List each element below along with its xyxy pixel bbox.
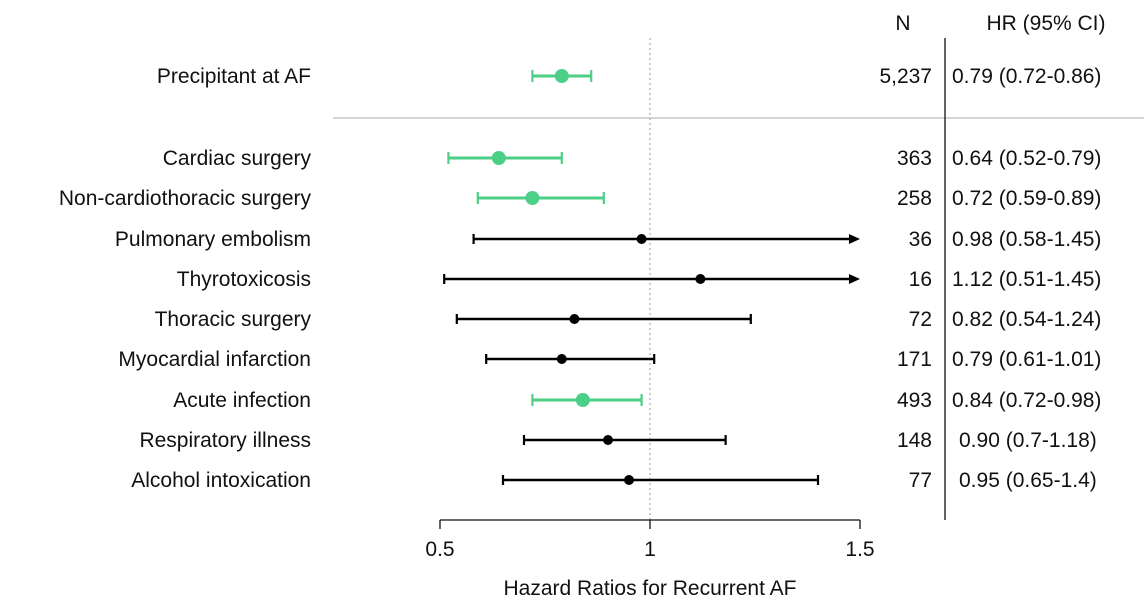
- ci-arrow-right: [849, 234, 860, 244]
- point-estimate: [554, 69, 569, 83]
- point-estimate: [556, 354, 567, 364]
- row-label: Precipitant at AF: [157, 65, 311, 88]
- hr-ci-value: 0.95 (0.65-1.4): [959, 469, 1097, 492]
- row-label: Thoracic surgery: [155, 308, 312, 331]
- n-value: 363: [897, 147, 932, 170]
- row-label: Cardiac surgery: [163, 147, 312, 170]
- forest-row: Thoracic surgery 72 0.82 (0.54-1.24): [155, 308, 1102, 331]
- row-label: Thyrotoxicosis: [177, 268, 311, 291]
- row-label: Respiratory illness: [139, 429, 311, 452]
- n-value: 493: [897, 389, 932, 412]
- hr-ci-value: 0.79 (0.61-1.01): [952, 348, 1101, 371]
- n-value: 5,237: [879, 65, 932, 88]
- point-estimate: [491, 151, 506, 165]
- point-estimate: [603, 435, 613, 445]
- n-value: 72: [909, 308, 932, 331]
- row-label: Myocardial infarction: [118, 348, 311, 371]
- n-value: 171: [897, 348, 932, 371]
- point-estimate: [624, 475, 634, 485]
- n-value: 258: [897, 187, 932, 210]
- forest-row: Alcohol intoxication 77 0.95 (0.65-1.4): [131, 469, 1097, 492]
- row-label: Pulmonary embolism: [115, 228, 311, 251]
- x-tick-label: 1: [644, 538, 656, 561]
- forest-row: Respiratory illness 148 0.90 (0.7-1.18): [139, 429, 1096, 452]
- forest-row: Thyrotoxicosis 16 1.12 (0.51-1.45): [177, 268, 1102, 291]
- point-estimate: [695, 274, 706, 284]
- x-tick-label: 0.5: [425, 538, 454, 561]
- hr-ci-value: 0.82 (0.54-1.24): [952, 308, 1101, 331]
- forest-row: Precipitant at AF 5,237 0.79 (0.72-0.86): [157, 65, 1102, 88]
- hr-ci-value: 0.98 (0.58-1.45): [952, 228, 1101, 251]
- n-value: 148: [897, 429, 932, 452]
- row-label: Alcohol intoxication: [131, 469, 311, 492]
- point-estimate: [575, 393, 590, 407]
- point-estimate: [636, 234, 647, 244]
- hr-ci-value: 0.84 (0.72-0.98): [952, 389, 1101, 412]
- row-label: Acute infection: [173, 389, 311, 412]
- hr-ci-value: 0.79 (0.72-0.86): [952, 65, 1101, 88]
- forest-row: Non-cardiothoracic surgery 258 0.72 (0.59-…: [59, 187, 1102, 210]
- x-tick-label: 1.5: [845, 538, 874, 561]
- n-column-header: N: [895, 12, 910, 35]
- n-value: 77: [909, 469, 932, 492]
- n-value: 16: [909, 268, 932, 291]
- hr-ci-value: 0.72 (0.59-0.89): [952, 187, 1101, 210]
- forest-row: Cardiac surgery 363 0.64 (0.52-0.79): [163, 147, 1102, 170]
- point-estimate: [525, 191, 540, 205]
- ci-arrow-right: [849, 274, 860, 284]
- forest-row: Pulmonary embolism 36 0.98 (0.58-1.45): [115, 228, 1102, 251]
- hr-column-header: HR (95% CI): [986, 12, 1105, 35]
- point-estimate: [569, 314, 580, 324]
- forest-row: Myocardial infarction 171 0.79 (0.61-1.01): [118, 348, 1101, 371]
- hr-ci-value: 0.90 (0.7-1.18): [959, 429, 1097, 452]
- x-axis-title: Hazard Ratios for Recurrent AF: [504, 577, 797, 600]
- n-value: 36: [909, 228, 932, 251]
- forest-row: Acute infection 493 0.84 (0.72-0.98): [173, 389, 1101, 412]
- row-label: Non-cardiothoracic surgery: [59, 187, 312, 210]
- hr-ci-value: 1.12 (0.51-1.45): [952, 268, 1101, 291]
- hr-ci-value: 0.64 (0.52-0.79): [952, 147, 1101, 170]
